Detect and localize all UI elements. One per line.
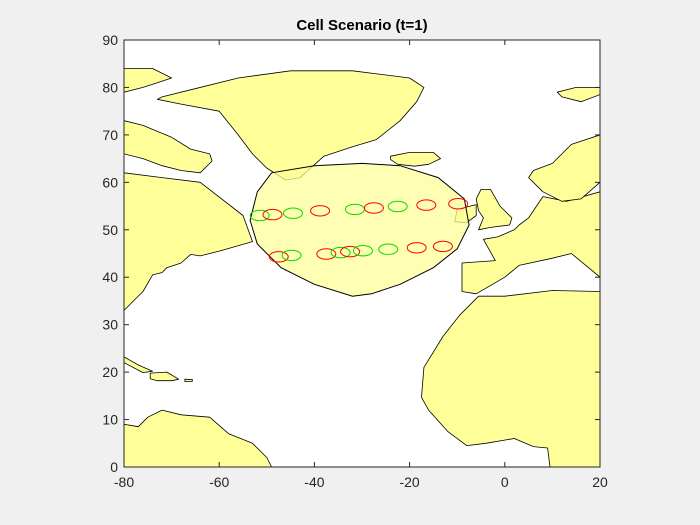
- land-arctic-islands: [124, 68, 173, 93]
- land-baffin: [124, 120, 213, 174]
- x-tick-label: -80: [114, 474, 134, 490]
- y-tick-label: 10: [102, 412, 118, 428]
- coverage-region: [249, 162, 470, 297]
- cell-idle: [249, 209, 270, 222]
- axis-ticks: -80 -60 -40 -20 0 20 0 10 20 30 40 50 60 70 80 90: [102, 32, 608, 490]
- land-scandinavia: [528, 134, 600, 202]
- land-south-america: [124, 409, 277, 467]
- y-tick-label: 40: [102, 269, 118, 285]
- axes-box: [123, 39, 601, 468]
- cell-active: [268, 251, 289, 263]
- cell-active: [416, 199, 437, 211]
- x-tick-label: -20: [399, 474, 419, 490]
- y-tick-label: 80: [102, 79, 118, 95]
- land-hispaniola: [149, 371, 180, 382]
- cell-active: [406, 242, 427, 254]
- x-tick-label: 0: [501, 474, 509, 490]
- cell-idle: [387, 200, 408, 213]
- cell-idle: [281, 249, 302, 262]
- cell-active: [316, 248, 337, 260]
- cell-active: [340, 245, 361, 258]
- cell-active: [363, 202, 384, 214]
- land-north-america: [124, 172, 253, 311]
- x-tick-label: 20: [592, 474, 608, 490]
- land-great-britain: [475, 188, 513, 231]
- land-puerto-rico: [184, 378, 193, 383]
- y-tick-label: 90: [102, 32, 118, 48]
- map-layer: [124, 68, 600, 467]
- x-tick-label: -60: [209, 474, 229, 490]
- land-africa: [421, 290, 600, 467]
- cell-idle: [283, 207, 303, 219]
- y-tick-label: 70: [102, 127, 118, 143]
- cell-active: [432, 240, 453, 253]
- y-tick-label: 50: [102, 222, 118, 238]
- y-tick-label: 30: [102, 317, 118, 333]
- land-svalbard: [556, 87, 600, 103]
- x-tick-label: -40: [304, 474, 324, 490]
- land-greenland: [156, 70, 425, 181]
- chart-title: Cell Scenario (t=1): [296, 17, 427, 34]
- cell-idle: [353, 245, 373, 257]
- cell-active: [262, 208, 283, 221]
- land-europe: [461, 134, 600, 295]
- y-tick-label: 20: [102, 364, 118, 380]
- y-tick-label: 0: [110, 459, 118, 475]
- cell-idle: [378, 243, 399, 255]
- cell-active: [448, 198, 469, 210]
- cell-active: [310, 205, 331, 217]
- land-cuba: [124, 356, 154, 374]
- y-tick-label: 60: [102, 174, 118, 190]
- land-iceland: [390, 151, 441, 167]
- cell-idle: [330, 246, 351, 259]
